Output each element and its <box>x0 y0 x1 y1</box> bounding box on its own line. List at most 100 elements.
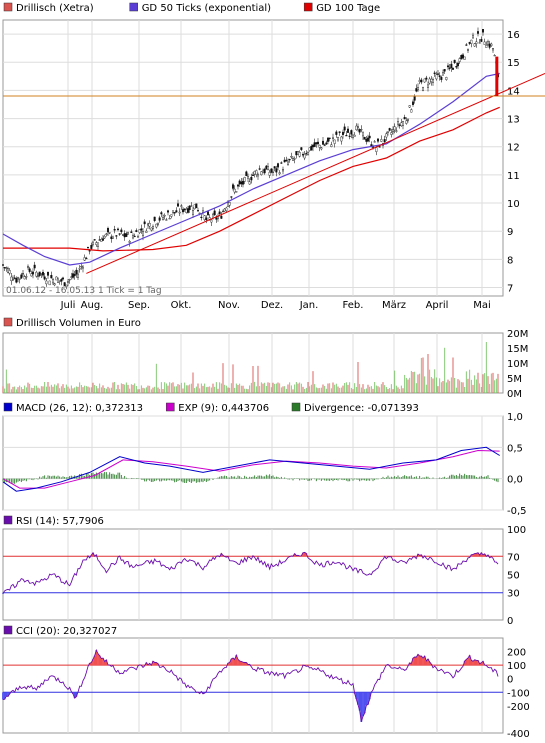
candle-body <box>240 181 243 185</box>
ytick-1-0: 20M <box>507 329 528 340</box>
candle-body <box>422 87 425 92</box>
candle-body <box>260 171 263 176</box>
candle-body <box>345 135 348 137</box>
xtick-3: Okt. <box>171 300 192 311</box>
candle-body <box>53 283 56 286</box>
candle-body <box>352 134 355 138</box>
candle-body <box>101 238 104 241</box>
candle-body <box>297 151 300 155</box>
candle-body <box>398 124 401 126</box>
candle-body <box>443 69 446 72</box>
candle-body <box>121 234 124 236</box>
candle-body <box>438 75 441 77</box>
candle-body <box>368 135 371 139</box>
legend-label-4-0: CCI (20): 20,327027 <box>16 626 117 637</box>
candle-body <box>302 153 305 156</box>
candle-body <box>42 271 45 276</box>
ytick-4-0: 200 <box>507 648 526 659</box>
candle-body <box>353 134 356 137</box>
candle-body <box>333 139 336 144</box>
ytick-0-1: 8 <box>507 255 513 266</box>
candle-body <box>151 226 154 229</box>
candle-body <box>393 126 396 131</box>
ytick-1-4: 0M <box>507 389 522 400</box>
candle-body <box>143 221 146 225</box>
candle-body <box>58 280 61 282</box>
candle-body <box>103 235 106 239</box>
candle-body <box>255 170 258 175</box>
ytick-2-3: -0,5 <box>507 506 527 517</box>
candle-body <box>430 78 433 82</box>
candle-body <box>350 130 353 135</box>
ytick-3-0: 100 <box>507 525 526 536</box>
candle-body <box>267 166 270 171</box>
candle-body <box>310 145 313 151</box>
candle-body <box>425 77 428 80</box>
candle-body <box>270 168 273 173</box>
legend-label-2-0: MACD (26, 12): 0,372313 <box>16 403 143 414</box>
candle-body <box>343 126 346 131</box>
candle-body <box>38 271 41 276</box>
ytick-4-5: -400 <box>507 729 530 740</box>
candle-body <box>273 166 276 169</box>
candle-body <box>295 151 298 156</box>
ytick-0-0: 7 <box>507 284 513 295</box>
candle-body <box>213 210 216 216</box>
candle-body <box>287 161 290 165</box>
candle-body <box>363 137 366 140</box>
candle-body <box>75 269 78 275</box>
candle-body <box>236 184 239 187</box>
candle-body <box>392 129 395 132</box>
candle-body <box>462 54 465 59</box>
rsi-line <box>2 551 499 594</box>
candle-body <box>161 217 164 220</box>
candle-body <box>417 87 420 91</box>
candle-body <box>285 159 288 162</box>
candle-body <box>43 276 46 280</box>
candle-body <box>181 209 184 213</box>
candle-body <box>467 49 470 51</box>
candle-body <box>282 169 285 172</box>
candle-body <box>218 211 221 215</box>
candle-body <box>66 281 69 283</box>
candle-body <box>35 271 38 277</box>
candle-body <box>360 129 363 131</box>
candle-body <box>348 135 351 137</box>
candle-body <box>468 42 471 44</box>
candle-body <box>450 63 453 68</box>
candle-body <box>200 216 203 219</box>
candle-body <box>186 208 189 213</box>
candle-body <box>165 219 168 221</box>
candle-body <box>5 267 8 269</box>
candle-body <box>188 205 191 211</box>
candle-body <box>221 210 224 213</box>
candle-body <box>178 211 181 214</box>
candle-body <box>473 43 476 47</box>
candle-body <box>13 277 16 279</box>
candle-body <box>342 131 345 135</box>
ytick-4-3: -100 <box>507 688 530 699</box>
candle-body <box>373 141 376 143</box>
candle-body <box>11 279 14 281</box>
candle-body <box>490 43 493 46</box>
candle-body <box>332 137 335 139</box>
candle-body <box>170 214 173 217</box>
legend-swatch-0-1 <box>129 2 138 12</box>
candle-body <box>463 56 466 60</box>
candle-body <box>191 209 194 215</box>
candle-body <box>25 276 28 278</box>
candle-body <box>8 270 11 274</box>
candle-body <box>432 79 435 83</box>
candle-body <box>96 242 99 247</box>
candle-body <box>308 147 311 151</box>
sma100-line <box>3 106 500 252</box>
candle-body <box>118 233 121 235</box>
candle-body <box>362 131 365 137</box>
candle-body <box>492 48 495 51</box>
candle-body <box>460 55 463 59</box>
legend-label-2-2: Divergence: -0,071393 <box>304 403 419 414</box>
candle-body <box>120 229 123 233</box>
candle-body <box>111 236 114 239</box>
xtick-10: Mai <box>473 300 491 311</box>
